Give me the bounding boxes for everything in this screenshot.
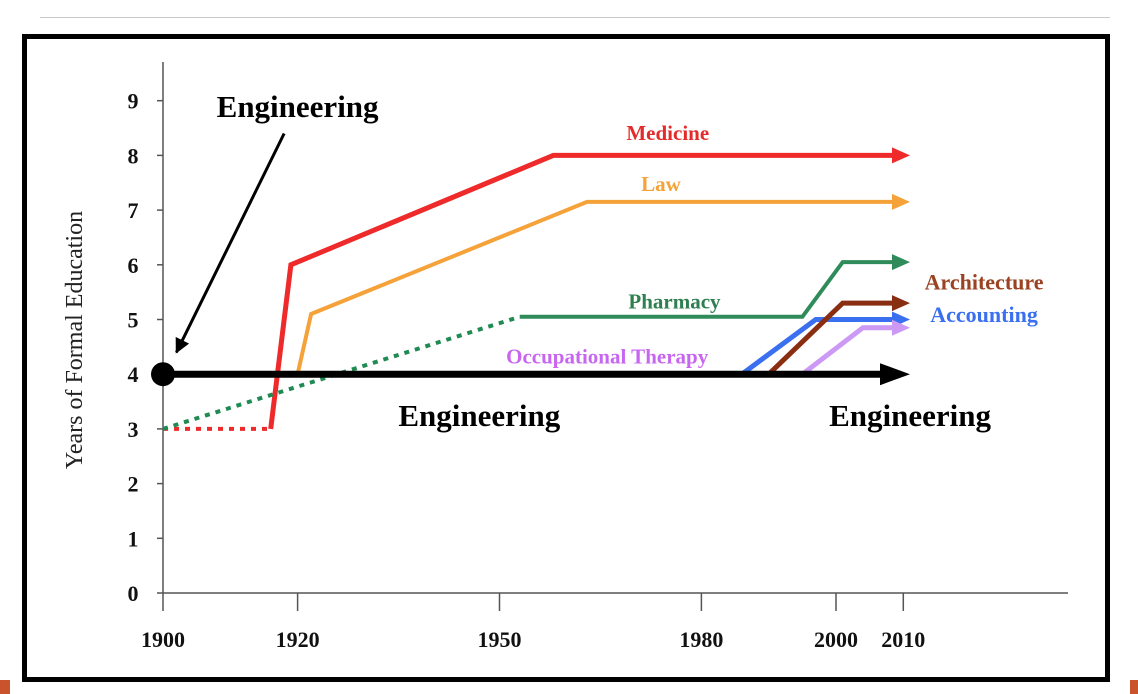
series-occupational-therapy <box>800 325 898 377</box>
y-tick-label-0: 0 <box>128 581 139 606</box>
label-engineering-right: Engineering <box>829 398 991 433</box>
series-pharmacy-arrowhead <box>892 254 910 271</box>
y-tick-label-5: 5 <box>128 308 139 333</box>
x-tick-label-1950: 1950 <box>478 627 522 652</box>
axes: 0 1 2 3 4 5 6 7 8 9 1900 1920 1950 1980 2000 2010 <box>128 62 1068 652</box>
series-pharmacy <box>519 260 898 319</box>
x-tick-label-1980: 1980 <box>679 627 723 652</box>
series-medicine-arrowhead <box>892 147 910 164</box>
x-tick-label-1900: 1900 <box>141 627 185 652</box>
engineering-callout-arrow <box>175 132 286 354</box>
x-tick-label-2010: 2010 <box>881 627 925 652</box>
series-engineering-arrowhead <box>880 363 910 386</box>
series-law <box>295 199 898 375</box>
label-engineering-mid: Engineering <box>398 398 560 433</box>
annotation-layer: Years of Formal Education Medicine Law Pha… <box>62 89 1044 469</box>
corner-accent-right <box>1130 680 1138 694</box>
label-occupational-therapy: Occupational Therapy <box>506 344 709 368</box>
series-law-arrowhead <box>892 193 910 210</box>
series-occupational-therapy-arrowhead <box>892 319 910 336</box>
y-tick-label-2: 2 <box>128 472 139 497</box>
series-accounting <box>740 317 898 377</box>
y-tick-label-8: 8 <box>128 143 139 168</box>
y-tick-label-3: 3 <box>128 417 139 442</box>
series-architecture-arrowhead <box>892 295 910 312</box>
y-tick-label-7: 7 <box>128 198 139 223</box>
y-axis-label: Years of Formal Education <box>62 211 88 469</box>
series-architecture <box>766 300 898 377</box>
corner-accent-left <box>0 680 10 694</box>
series-layer <box>151 147 910 431</box>
y-tick-label-1: 1 <box>128 526 139 551</box>
label-engineering-top: Engineering <box>217 89 379 124</box>
label-architecture: Architecture <box>925 269 1044 294</box>
x-tick-label-2000: 2000 <box>814 627 858 652</box>
chart-frame <box>22 34 1110 682</box>
y-tick-label-4: 4 <box>128 362 139 387</box>
label-pharmacy: Pharmacy <box>628 290 721 314</box>
label-medicine: Medicine <box>626 121 709 145</box>
series-pharmacy-early <box>162 314 521 431</box>
series-medicine <box>268 152 898 430</box>
label-accounting: Accounting <box>930 302 1038 327</box>
label-law: Law <box>641 172 682 196</box>
x-tick-label-1920: 1920 <box>276 627 320 652</box>
engineering-start-marker <box>151 362 175 387</box>
top-rule <box>40 17 1110 18</box>
y-tick-label-6: 6 <box>128 253 139 278</box>
y-tick-label-9: 9 <box>128 89 139 114</box>
